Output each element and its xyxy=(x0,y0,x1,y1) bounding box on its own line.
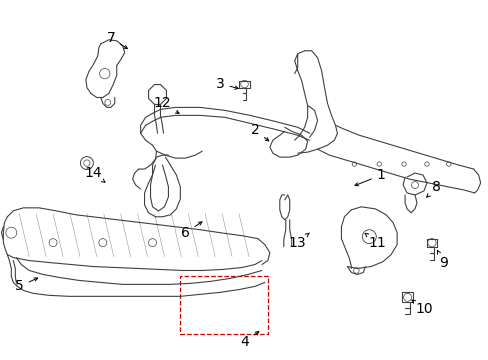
Text: 3: 3 xyxy=(215,77,238,91)
Text: 4: 4 xyxy=(240,332,258,349)
Text: 10: 10 xyxy=(411,300,432,316)
Text: 9: 9 xyxy=(436,250,447,270)
Text: 14: 14 xyxy=(84,166,105,183)
Text: 1: 1 xyxy=(354,168,385,186)
Text: 7: 7 xyxy=(106,31,127,49)
Text: 8: 8 xyxy=(426,180,441,197)
Text: 6: 6 xyxy=(181,222,202,240)
Text: 12: 12 xyxy=(153,96,179,113)
Bar xyxy=(180,276,267,334)
Text: 11: 11 xyxy=(365,233,386,249)
Text: 13: 13 xyxy=(288,233,309,249)
Text: 5: 5 xyxy=(15,278,38,293)
Text: 2: 2 xyxy=(250,123,268,141)
